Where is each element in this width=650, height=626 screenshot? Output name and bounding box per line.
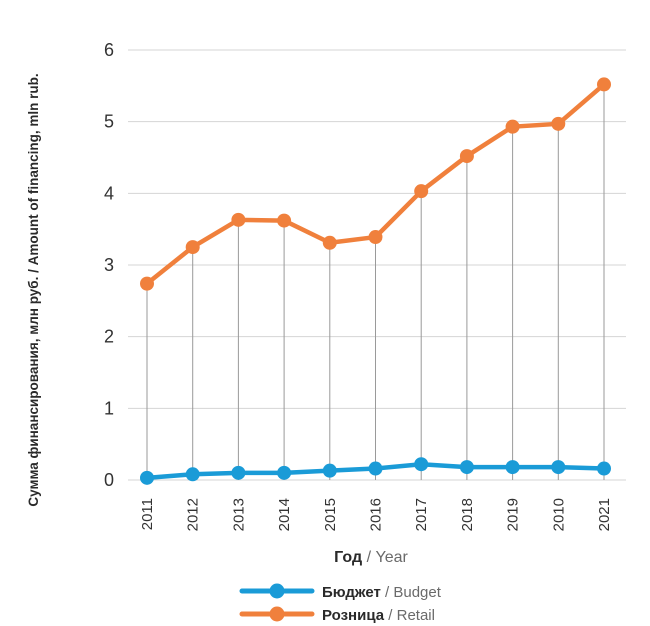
point-retail-2019 <box>505 119 520 134</box>
y-tick-label: 3 <box>104 255 114 275</box>
y-axis-label: Сумма финансирования, млн руб. / Amount … <box>26 73 41 506</box>
y-axis-ticks: 0 1 2 3 4 5 6 <box>104 40 114 490</box>
point-budget-2013 <box>231 465 246 480</box>
legend-retail-label-sep: / <box>384 607 397 624</box>
legend-budget-label-sep: / <box>381 584 394 601</box>
x-tick-label: 2019 <box>505 498 522 531</box>
series-lines <box>140 77 611 485</box>
point-retail-2011 <box>140 276 154 291</box>
x-axis-label-en: Year <box>376 549 409 566</box>
legend-retail-label-ru: Розница <box>322 607 385 624</box>
point-budget-2010 <box>551 460 566 475</box>
x-tick-label: 2017 <box>413 498 430 531</box>
legend-budget-swatch-marker <box>269 583 285 599</box>
x-tick-label: 2015 <box>322 498 339 531</box>
point-budget-2018 <box>459 460 474 475</box>
x-tick-label: 2014 <box>276 498 293 531</box>
x-axis-label-sep: / <box>362 549 375 566</box>
legend-item-budget: Бюджет / Budget <box>239 583 442 601</box>
gridlines <box>128 49 626 481</box>
legend-retail-label-en: Retail <box>397 607 435 624</box>
x-axis-ticks: 2011 2012 2013 2014 2015 2016 2017 2018 2019 2010… <box>139 498 613 531</box>
x-tick-label: 2016 <box>368 498 385 531</box>
x-tick-label: 2010 <box>550 498 567 531</box>
point-retail-2010 <box>551 116 566 131</box>
x-tick-label: 2013 <box>230 498 247 531</box>
point-budget-2016 <box>368 461 383 476</box>
point-budget-2011 <box>140 470 154 485</box>
point-retail-2017 <box>414 184 429 199</box>
point-budget-2021 <box>597 461 611 476</box>
x-tick-label: 2018 <box>459 498 476 531</box>
y-tick-label: 5 <box>104 112 114 132</box>
point-retail-2014 <box>277 213 292 228</box>
point-retail-2015 <box>322 235 337 250</box>
y-tick-label: 2 <box>104 327 114 347</box>
point-retail-2012 <box>185 240 200 255</box>
drop-lines <box>146 84 605 480</box>
legend-retail-label: Розница / Retail <box>322 607 435 624</box>
legend: Бюджет / Budget Розница / Retail <box>239 583 442 624</box>
point-retail-2021 <box>597 77 611 92</box>
x-tick-label: 2011 <box>139 498 156 530</box>
legend-budget-label-ru: Бюджет <box>322 584 381 601</box>
y-tick-label: 1 <box>104 398 114 418</box>
point-budget-2019 <box>505 460 520 475</box>
y-tick-label: 4 <box>104 183 114 203</box>
x-axis-label: Год / Year <box>334 549 408 566</box>
point-budget-2015 <box>322 463 337 478</box>
x-axis-label-ru: Год <box>334 549 362 566</box>
point-retail-2018 <box>459 149 474 164</box>
legend-budget-label-en: Budget <box>393 584 441 601</box>
point-retail-2013 <box>231 212 246 227</box>
legend-item-retail: Розница / Retail <box>239 606 435 624</box>
y-tick-label: 6 <box>104 40 114 60</box>
point-budget-2017 <box>414 457 429 472</box>
point-retail-2016 <box>368 230 383 245</box>
point-budget-2012 <box>185 467 200 482</box>
x-tick-label: 2012 <box>185 498 202 531</box>
legend-retail-swatch-marker <box>269 606 285 622</box>
y-tick-label: 0 <box>104 470 114 490</box>
x-tick-label: 2021 <box>596 498 613 531</box>
legend-budget-label: Бюджет / Budget <box>322 584 442 601</box>
point-budget-2014 <box>277 465 292 480</box>
